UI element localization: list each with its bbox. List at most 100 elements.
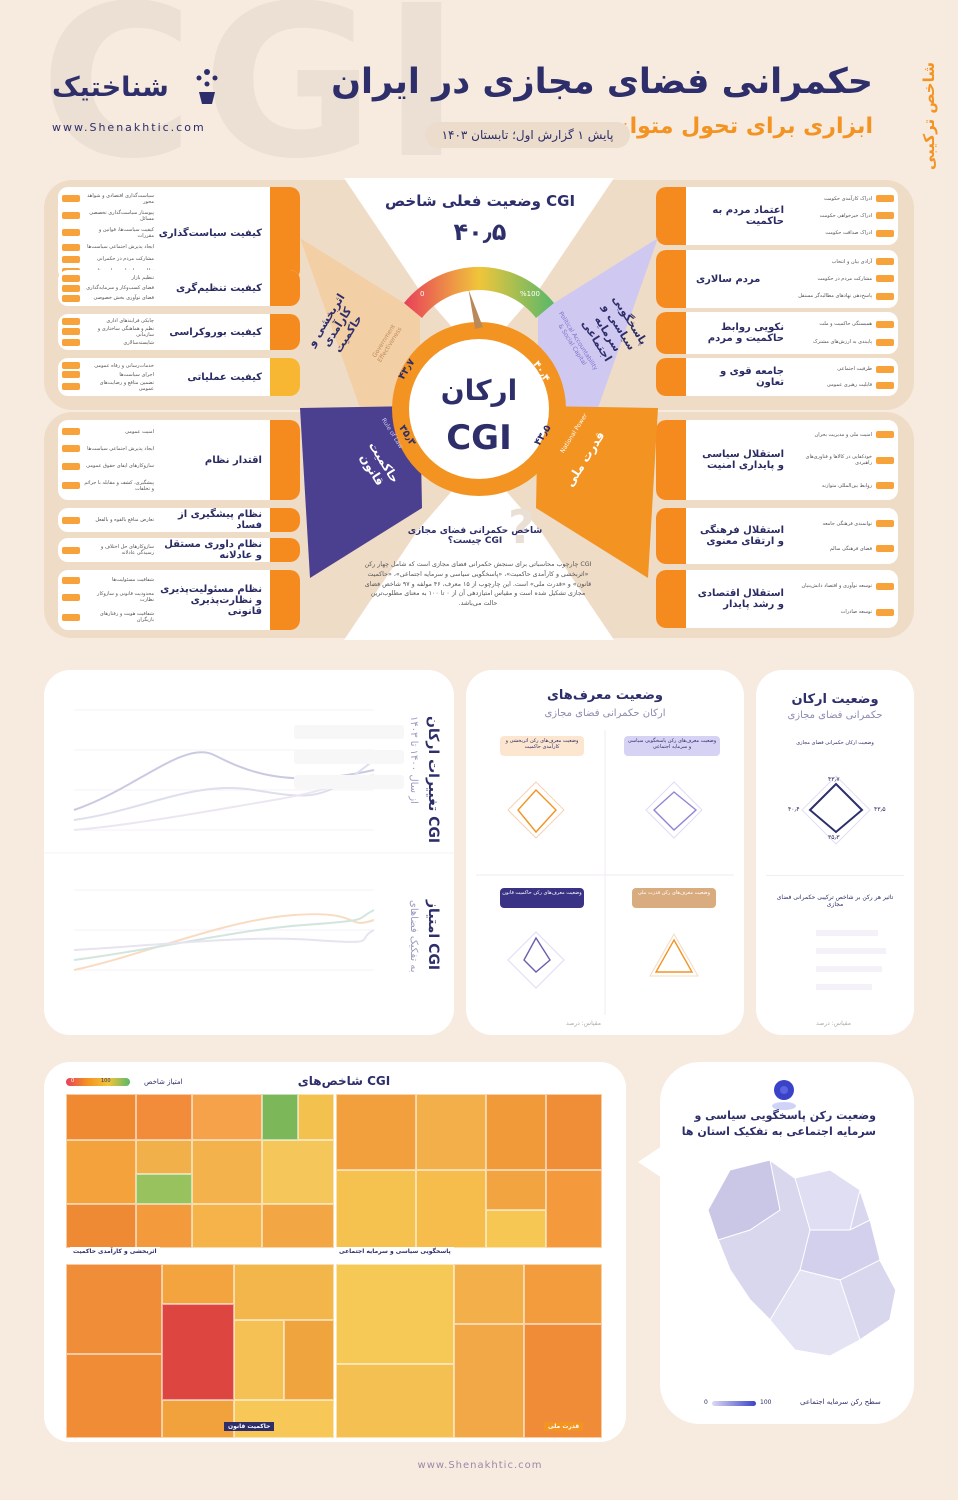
left-indicator-8: شفافیت مسئولیت‌ها محدودیت قانونی و سازوکا… — [58, 570, 300, 630]
score-chip — [876, 258, 894, 266]
sub-indicator: ایجاد پذیرش اجتماعی سیاست‌ها — [62, 243, 154, 251]
score-chip — [876, 582, 894, 590]
treemap-cell — [546, 1170, 602, 1248]
sub-indicator-label: شایسته‌سالاری — [123, 339, 154, 346]
treemap-cell — [66, 1204, 136, 1248]
treemap-cell — [136, 1094, 192, 1140]
right-indicator-3: نکویی روابط حاکمیت و مردم همبستگی حاکمیت … — [656, 312, 898, 354]
divider — [766, 875, 904, 876]
sub-indicator-label: شفافیت هویت و رفتارهای بازیگران — [99, 611, 154, 624]
background-watermark: CGI — [40, 0, 469, 205]
score-bar — [656, 250, 686, 308]
sub-indicator: فضای نوآوری بخش خصوصی — [62, 294, 154, 302]
indicators-sub: ارکان حکمرانی فضای مجازی — [544, 708, 666, 719]
sub-indicator: پاسخ‌دهی نهادهای مطالبه‌گر مستقل — [788, 292, 894, 300]
sub-indicator-label: خودکفایی در کالاها و فناوری‌های راهبردی — [805, 454, 872, 466]
left-indicator-name: نظام مسئولیت‌پذیری و نظارت‌پذیری قانونی — [160, 583, 262, 617]
footer-url[interactable]: www.Shenakhtic.com — [417, 1460, 543, 1471]
score-chip — [62, 274, 80, 282]
right-indicator-name: مردم سالاری — [696, 273, 761, 285]
score-bar — [270, 508, 300, 532]
score-chip — [62, 576, 80, 584]
sub-indicator-label: تضمین منافع و رضایت‌های عمومی — [99, 380, 154, 392]
sub-indicator: پایبندی به ارزش‌های مشترک — [788, 338, 894, 346]
sub-indicator-label: محدودیت قانونی و سازوکار نظارت — [97, 591, 154, 604]
indicators-box-rl: وضعیت معرف‌های رکن حاکمیت قانون — [500, 888, 584, 908]
sub-indicator: آزادی بیان و انتخاب — [788, 258, 894, 266]
indicators-footer: مقیاس: درصد — [566, 1020, 601, 1027]
sub-indicator: توسعه نوآوری و اقتصاد دانش‌بنیان — [788, 582, 894, 590]
treemap-cell — [524, 1324, 602, 1438]
score-chip — [876, 275, 894, 283]
score-chip — [62, 212, 80, 219]
what-body: CGI چارچوب محاسباتی برای سنجش حکمرانی فض… — [364, 561, 592, 607]
left-indicator-name: نظام داوری مستقل و عادلانه — [164, 539, 262, 561]
sub-indicator-label: ایجاد پذیرش اجتماعی سیاست‌ها — [87, 445, 154, 452]
score-chip — [62, 382, 80, 390]
sub-indicator-label: فضای نوآوری بخش خصوصی — [93, 295, 154, 301]
sub-indicator-label: ادراک خیرخواهی حکومت — [819, 212, 872, 219]
left-indicator-3: چابکی فرایندهای اداری نظم و هماهنگی ساختا… — [58, 314, 300, 350]
pillars-footer: مقیاس: درصد — [816, 1020, 851, 1027]
treemap-cell — [162, 1400, 234, 1438]
left-indicator-name: اقتدار نظام — [204, 454, 262, 466]
sub-indicator-label: خدمات‌رسانی و رفاه عمومی — [94, 362, 154, 369]
right-indicator-name: اعتماد مردم به حاکمیت — [712, 205, 784, 227]
logo-text: شناختیک — [52, 72, 169, 103]
score-bar — [270, 570, 300, 630]
sub-indicator: چابکی فرایندهای اداری — [62, 317, 154, 325]
treemap-cell — [136, 1140, 192, 1174]
treemap-cell — [162, 1304, 234, 1400]
right-indicator-6: استقلال فرهنگی و ارتقای معنوی توانمندی فر… — [656, 508, 898, 564]
score-bar — [656, 187, 686, 245]
sub-indicator: تنظیم بازار — [62, 274, 154, 282]
sub-indicator: کیفیت سیاست‌ها، قوانین و مقررات — [62, 227, 154, 239]
sub-indicator: سیاست‌گذاری اقتصادی و شواهد محور — [62, 193, 154, 205]
effect-title: تاثیر هر رکن بر شاخص ترکیبی حکمرانی فضای… — [776, 894, 894, 908]
right-indicator-name: استقلال سیاسی و پایداری امنیت — [702, 449, 784, 471]
pillars-radar — [801, 775, 871, 845]
indicators-title: وضعیت معرف‌های — [547, 688, 663, 703]
right-indicator-subs: همبستگی حاکمیت و ملت پایبندی به ارزش‌های … — [784, 312, 898, 354]
sub-indicator: روابط بین‌المللی متوازنه — [788, 482, 894, 489]
pillars-val-bottom: ۳۵٫۳ — [828, 834, 840, 841]
cgi-label: CGI — [446, 418, 512, 458]
sub-indicator-label: ادراک کارآمدی حکومت — [823, 195, 872, 202]
center-diagram — [300, 178, 658, 640]
sub-indicator-label: اجرای سیاست‌ها — [119, 371, 154, 378]
score-chip — [876, 229, 894, 237]
sub-indicator-label: پیشگیری، کشف و مقابله با جرائم و تخلفات — [84, 479, 154, 492]
treemap-cell — [192, 1094, 262, 1140]
logo-url[interactable]: www.Shenakhtic.com — [52, 121, 206, 134]
score-chip — [62, 462, 80, 470]
score-chip — [62, 546, 80, 554]
score-bar — [656, 358, 686, 396]
score-chip — [62, 445, 80, 453]
indicators-box-np: وضعیت معرف‌های رکن قدرت ملی — [632, 888, 716, 908]
sub-indicator-label: ظرفیت اجتماعی — [837, 366, 872, 372]
treemap-cell — [336, 1094, 416, 1170]
left-indicator-subs: امنیت عمومی ایجاد پذیرش اجتماعی سیاست‌ها س… — [58, 420, 158, 500]
sub-indicator-label: روابط بین‌المللی متوازنه — [821, 482, 872, 489]
sub-indicator: ادراک صداقت حکومت — [788, 229, 894, 237]
score-chip — [62, 482, 80, 490]
score-chip — [62, 294, 80, 302]
changes-chart — [44, 709, 454, 971]
sub-indicator-label: کیفیت سیاست‌ها، قوانین و مقررات — [98, 226, 154, 239]
map-legend-min: 0 — [704, 1399, 708, 1406]
treemap-cell — [66, 1264, 162, 1354]
score-bar — [270, 358, 300, 396]
sub-indicator-label: شفافیت مسئولیت‌ها — [112, 577, 154, 584]
score-chip — [62, 339, 80, 347]
treemap-cell — [298, 1094, 334, 1140]
gauge-min: 0 — [420, 290, 425, 298]
indicators-box-pa: وضعیت معرف‌های رکن پاسخگویی سیاسی و سرما… — [624, 736, 720, 756]
treemap-cell — [162, 1264, 234, 1304]
score-bar — [270, 270, 300, 306]
sub-indicator-label: چابکی فرایندهای اداری — [106, 318, 154, 325]
side-label: شاخص ترکیبی — [920, 62, 938, 170]
score-chip — [876, 482, 894, 489]
score-chip — [62, 516, 80, 524]
sub-indicator: توانمندی فرهنگی جامعه — [788, 520, 894, 527]
treemap-cell — [262, 1094, 298, 1140]
